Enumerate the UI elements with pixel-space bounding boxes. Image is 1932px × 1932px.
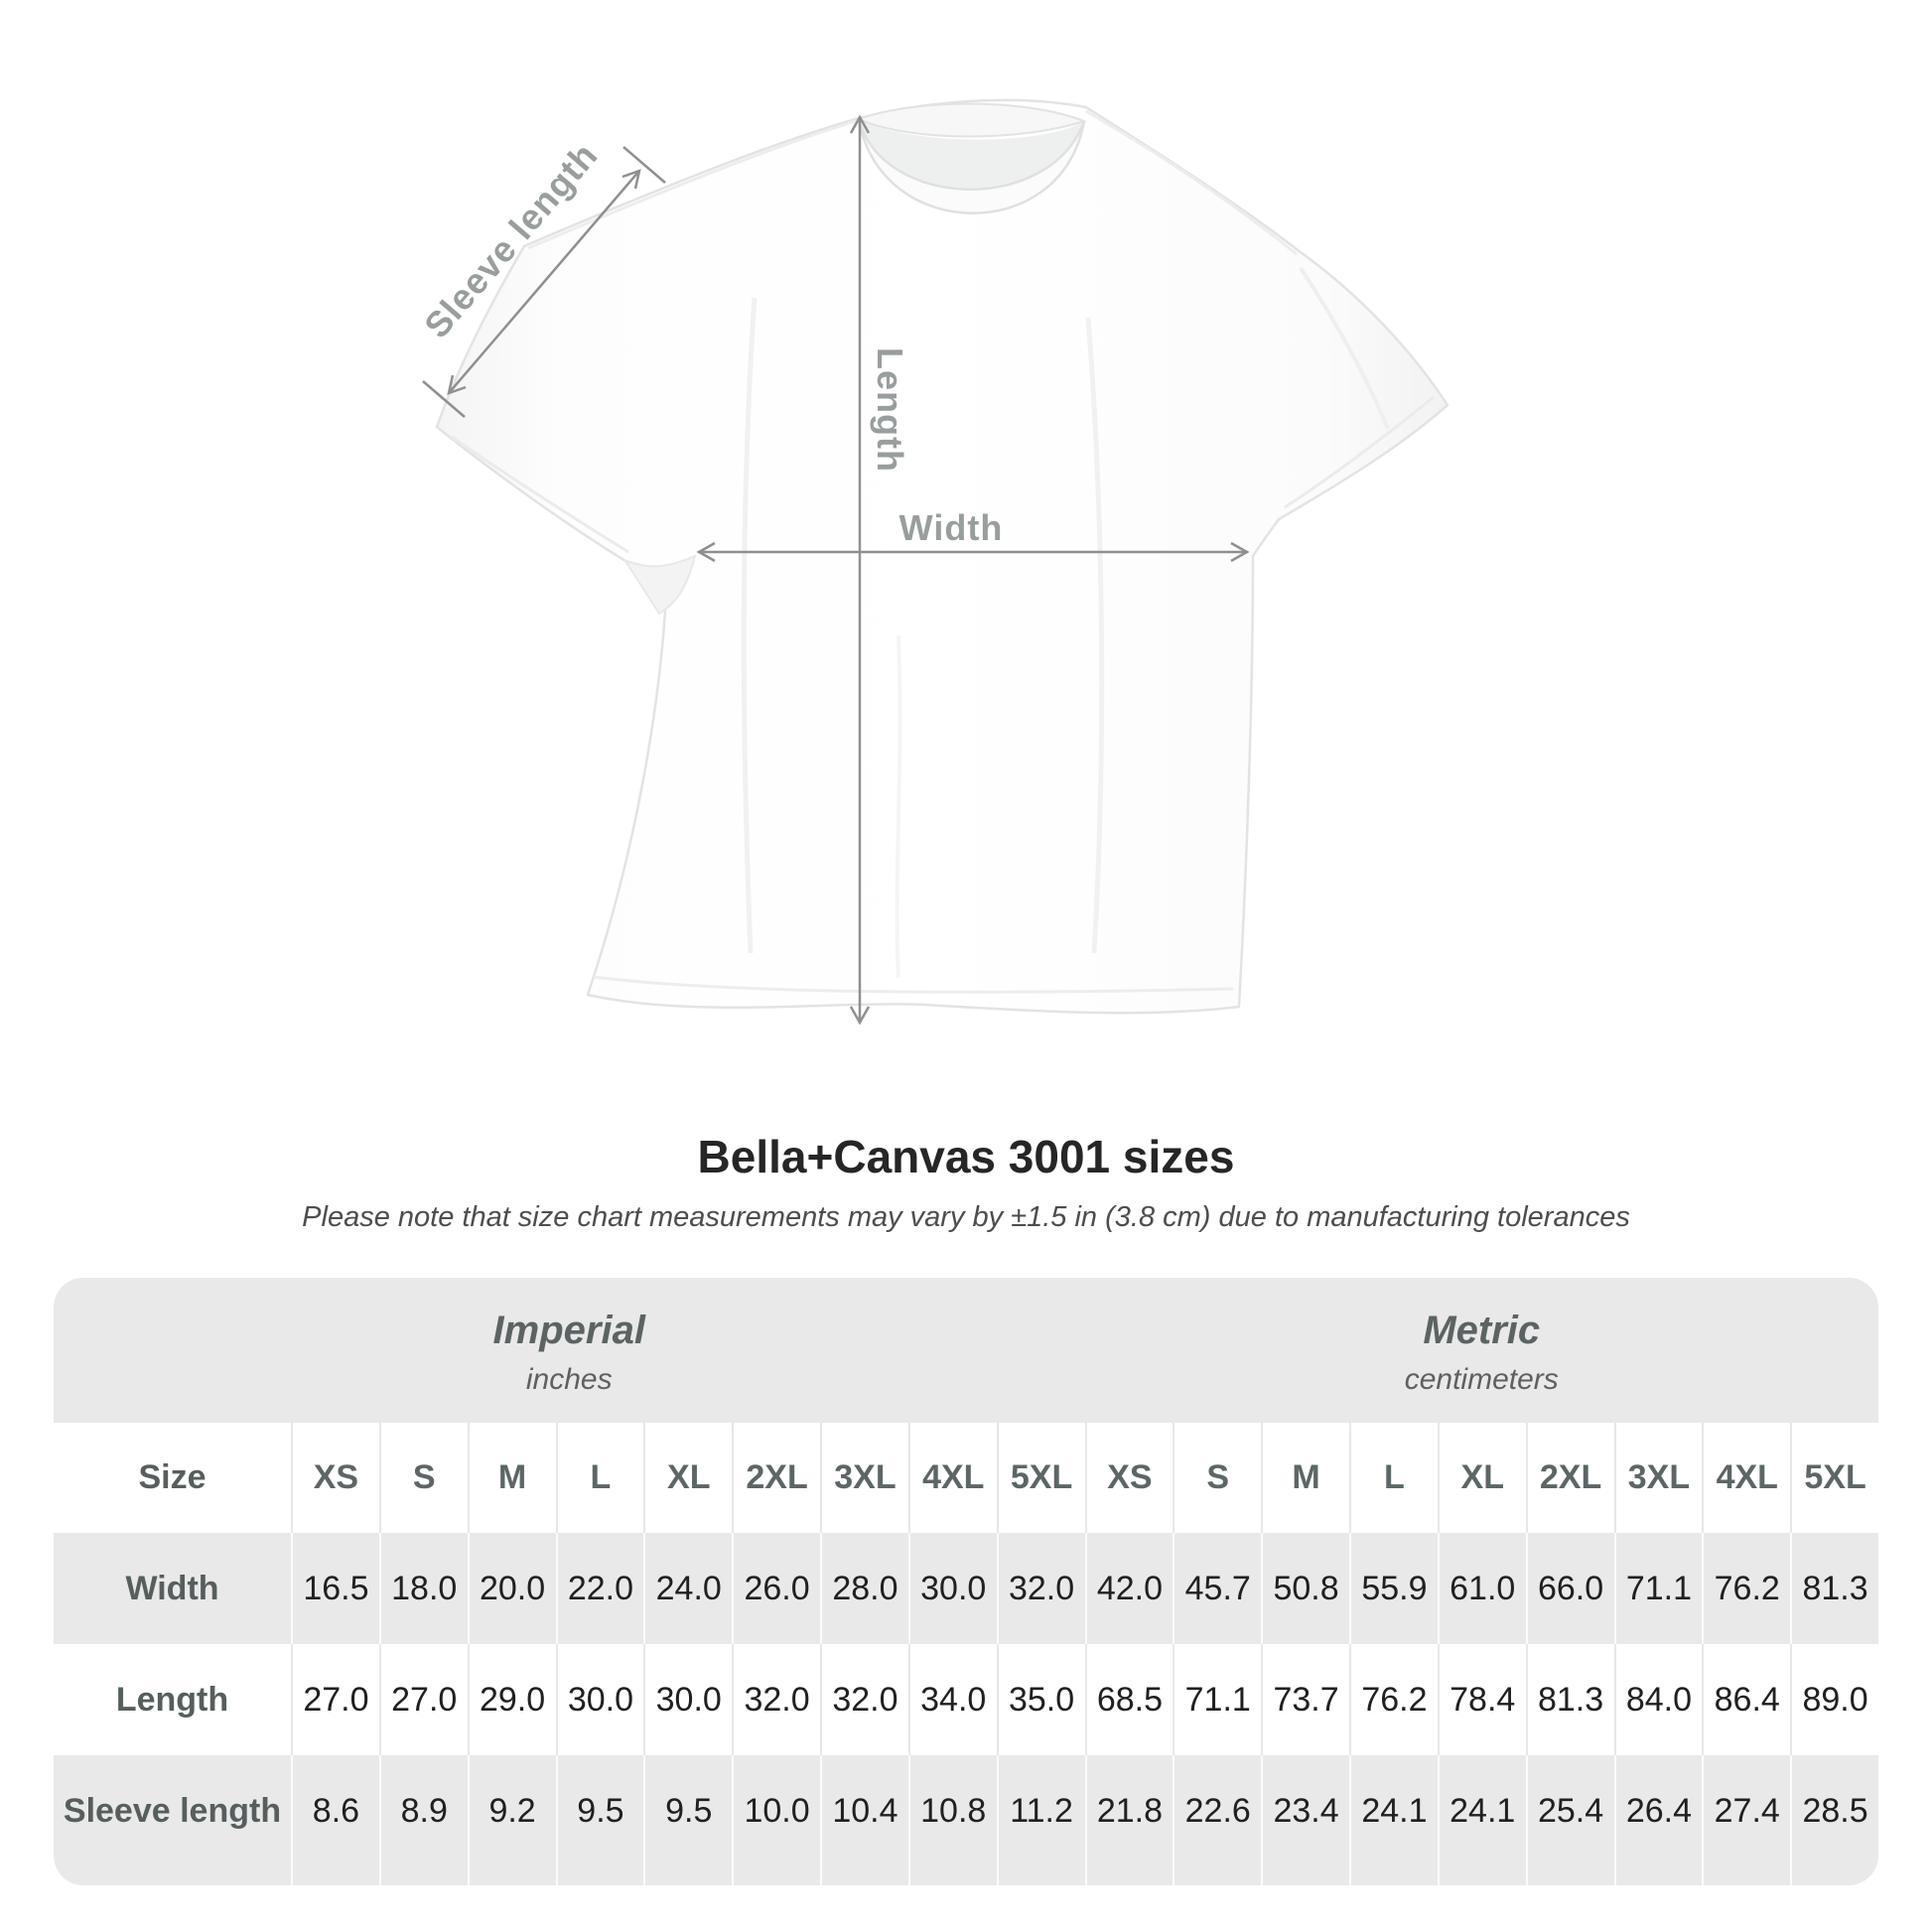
table-cell: 86.4 <box>1702 1644 1790 1755</box>
table-cell: 28.5 <box>1790 1755 1878 1885</box>
size-col-header: 5XL <box>996 1423 1085 1533</box>
table-cell: 32.0 <box>732 1644 820 1755</box>
table-cell: 26.0 <box>732 1533 820 1644</box>
table-cell: 30.0 <box>555 1644 644 1755</box>
length-arrow <box>849 114 871 1026</box>
table-cell: 21.8 <box>1084 1755 1173 1885</box>
metric-group-label: Metric <box>1423 1308 1541 1352</box>
table-cell: 76.2 <box>1702 1533 1790 1644</box>
unit-group-metric: Metric centimeters <box>1085 1278 1879 1423</box>
table-row-length: Length 27.0 27.0 29.0 30.0 30.0 32.0 32.… <box>54 1644 1878 1755</box>
tshirt-illustration <box>435 98 1449 1015</box>
row-label: Length <box>115 1680 229 1719</box>
size-col-header: M <box>1261 1423 1349 1533</box>
size-col-header: 2XL <box>1525 1423 1614 1533</box>
table-cell: 78.4 <box>1437 1644 1526 1755</box>
metric-group-unit: centimeters <box>1404 1362 1559 1396</box>
table-cell: 55.9 <box>1349 1533 1438 1644</box>
table-cell: 81.3 <box>1525 1644 1614 1755</box>
table-cell: 29.0 <box>467 1644 556 1755</box>
table-cell: 9.5 <box>555 1755 644 1885</box>
table-cell: 24.1 <box>1437 1755 1526 1885</box>
table-cell: 89.0 <box>1790 1644 1878 1755</box>
table-cell: 10.0 <box>732 1755 820 1885</box>
size-header-row: Size XS S M L XL 2XL 3XL 4XL 5XL XS S M … <box>54 1423 1878 1533</box>
table-cell: 73.7 <box>1261 1644 1349 1755</box>
size-col-header: S <box>378 1423 468 1533</box>
table-cell: 25.4 <box>1525 1755 1614 1885</box>
table-cell: 34.0 <box>907 1644 997 1755</box>
table-cell: 24.1 <box>1349 1755 1438 1885</box>
table-cell: 20.0 <box>467 1533 556 1644</box>
page-subtitle: Please note that size chart measurements… <box>302 1201 1630 1233</box>
size-col-header: 4XL <box>1702 1423 1790 1533</box>
row-label: Sleeve length <box>63 1791 282 1830</box>
table-cell: 18.0 <box>378 1533 468 1644</box>
table-cell: 9.5 <box>643 1755 732 1885</box>
table-cell: 16.5 <box>291 1533 379 1644</box>
table-cell: 71.1 <box>1613 1533 1703 1644</box>
table-cell: 30.0 <box>907 1533 997 1644</box>
page-title: Bella+Canvas 3001 sizes <box>697 1131 1235 1182</box>
size-table: Imperial inches Metric centimeters Size … <box>54 1278 1878 1885</box>
size-col-header: XL <box>1437 1423 1526 1533</box>
size-col-header: 2XL <box>732 1423 820 1533</box>
table-cell: 23.4 <box>1261 1755 1349 1885</box>
row-label: Width <box>125 1569 219 1607</box>
size-col-header: XL <box>643 1423 732 1533</box>
table-cell: 27.0 <box>291 1644 379 1755</box>
size-header-label: Size <box>138 1458 207 1496</box>
imperial-group-label: Imperial <box>492 1308 645 1352</box>
width-label: Width <box>899 507 1004 548</box>
table-cell: 27.0 <box>378 1644 468 1755</box>
table-cell: 30.0 <box>643 1644 732 1755</box>
table-cell: 8.6 <box>291 1755 379 1885</box>
table-row-width: Width 16.5 18.0 20.0 22.0 24.0 26.0 28.0… <box>54 1533 1878 1644</box>
size-col-header: M <box>467 1423 556 1533</box>
imperial-group-unit: inches <box>525 1362 613 1396</box>
unit-group-header-row: Imperial inches Metric centimeters <box>54 1278 1878 1423</box>
table-cell: 45.7 <box>1173 1533 1261 1644</box>
table-cell: 8.9 <box>378 1755 468 1885</box>
table-cell: 9.2 <box>467 1755 556 1885</box>
table-cell: 28.0 <box>820 1533 908 1644</box>
table-cell: 35.0 <box>996 1644 1085 1755</box>
size-col-header: 3XL <box>820 1423 908 1533</box>
table-cell: 81.3 <box>1790 1533 1878 1644</box>
tshirt-graphic: Sleeve length Length Width <box>416 98 1449 1026</box>
table-cell: 27.4 <box>1702 1755 1790 1885</box>
table-row-sleeve-length: Sleeve length 8.6 8.9 9.2 9.5 9.5 10.0 1… <box>54 1755 1878 1885</box>
table-cell: 61.0 <box>1437 1533 1526 1644</box>
size-col-header: L <box>1349 1423 1438 1533</box>
table-cell: 66.0 <box>1525 1533 1614 1644</box>
table-cell: 32.0 <box>996 1533 1085 1644</box>
table-cell: 68.5 <box>1084 1644 1173 1755</box>
table-cell: 76.2 <box>1349 1644 1438 1755</box>
size-col-header: XS <box>1084 1423 1173 1533</box>
sleeve-length-arrow <box>422 146 666 418</box>
table-cell: 84.0 <box>1613 1644 1703 1755</box>
table-cell: 11.2 <box>996 1755 1085 1885</box>
tshirt-measurement-diagram: Sleeve length Length Width <box>416 98 1449 1026</box>
table-cell: 22.6 <box>1173 1755 1261 1885</box>
table-cell: 24.0 <box>643 1533 732 1644</box>
size-col-header: XS <box>291 1423 379 1533</box>
size-col-header: 3XL <box>1613 1423 1703 1533</box>
table-cell: 32.0 <box>820 1644 908 1755</box>
table-cell: 22.0 <box>555 1533 644 1644</box>
table-cell: 10.4 <box>820 1755 908 1885</box>
size-col-header: 5XL <box>1790 1423 1878 1533</box>
table-cell: 42.0 <box>1084 1533 1173 1644</box>
size-col-header: 4XL <box>907 1423 997 1533</box>
table-cell: 10.8 <box>907 1755 997 1885</box>
unit-group-imperial: Imperial inches <box>54 1278 1085 1423</box>
size-col-header: S <box>1173 1423 1261 1533</box>
table-cell: 50.8 <box>1261 1533 1349 1644</box>
size-col-header: L <box>555 1423 644 1533</box>
table-cell: 71.1 <box>1173 1644 1261 1755</box>
table-cell: 26.4 <box>1613 1755 1703 1885</box>
length-label: Length <box>870 347 910 473</box>
width-arrow <box>696 541 1250 563</box>
